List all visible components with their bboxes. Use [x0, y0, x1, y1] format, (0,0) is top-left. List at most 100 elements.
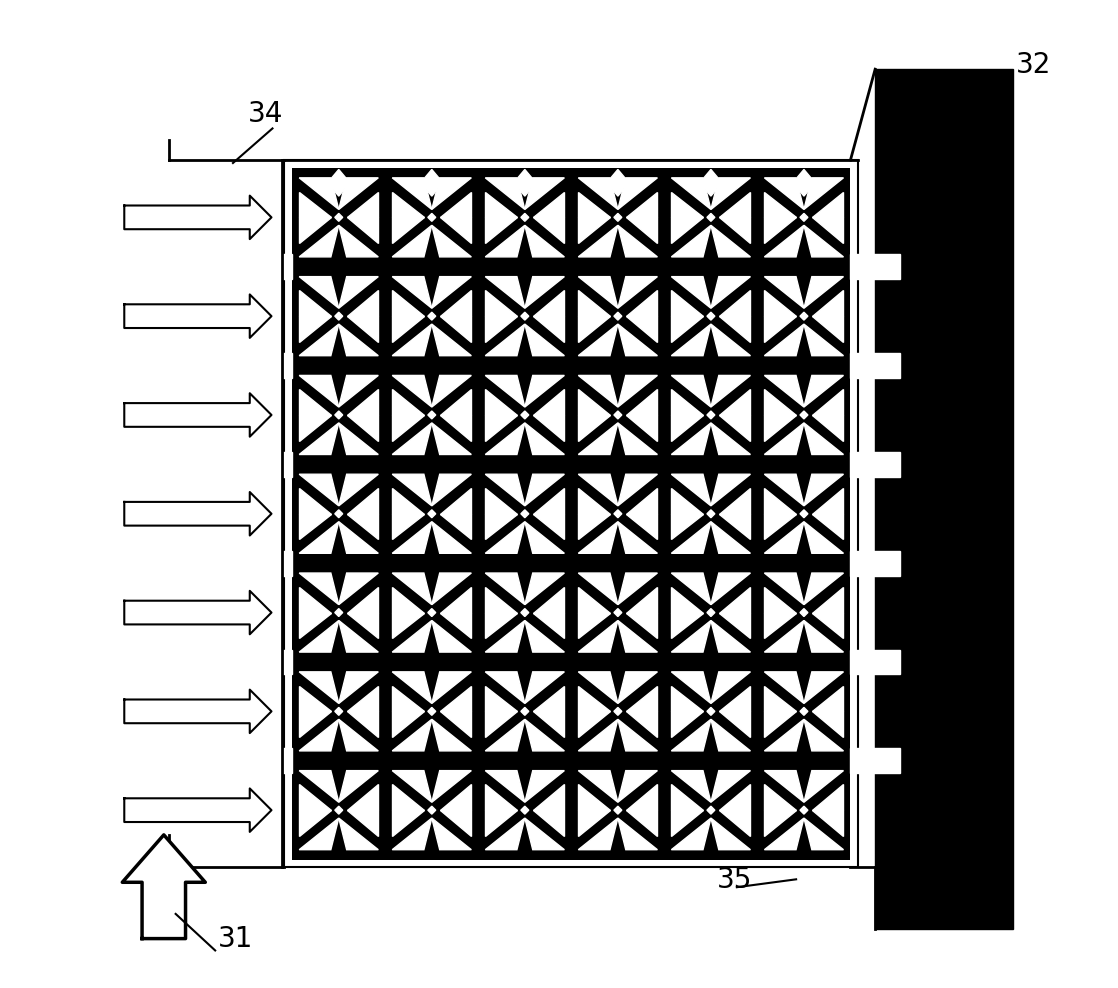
Polygon shape [439, 810, 472, 836]
Polygon shape [300, 474, 339, 506]
Polygon shape [626, 488, 657, 514]
Polygon shape [578, 277, 618, 308]
Polygon shape [334, 411, 343, 419]
Polygon shape [614, 510, 622, 518]
Polygon shape [428, 510, 436, 518]
Polygon shape [432, 573, 472, 605]
Bar [274, 453, 292, 476]
Polygon shape [800, 312, 808, 320]
Polygon shape [485, 771, 524, 802]
Polygon shape [626, 217, 657, 243]
Polygon shape [614, 707, 622, 715]
Polygon shape [533, 415, 565, 441]
Polygon shape [439, 389, 472, 415]
Polygon shape [672, 686, 703, 711]
Polygon shape [521, 411, 529, 419]
Polygon shape [672, 324, 711, 356]
Polygon shape [804, 522, 843, 553]
Polygon shape [812, 290, 843, 316]
Polygon shape [122, 835, 206, 939]
Polygon shape [614, 213, 622, 221]
Polygon shape [711, 771, 750, 802]
Polygon shape [800, 806, 808, 814]
Polygon shape [765, 810, 796, 836]
Polygon shape [339, 423, 378, 454]
Polygon shape [485, 225, 524, 257]
Polygon shape [578, 474, 618, 506]
Polygon shape [804, 818, 843, 850]
Polygon shape [300, 192, 331, 217]
Bar [274, 353, 292, 377]
Polygon shape [521, 510, 529, 518]
Polygon shape [347, 217, 378, 243]
Polygon shape [524, 672, 565, 703]
Polygon shape [719, 810, 750, 836]
Polygon shape [485, 375, 524, 407]
Polygon shape [719, 514, 750, 539]
Polygon shape [533, 514, 565, 539]
Polygon shape [485, 686, 517, 711]
Polygon shape [347, 711, 378, 737]
Polygon shape [578, 389, 610, 415]
Polygon shape [392, 573, 432, 605]
Polygon shape [711, 474, 750, 506]
Polygon shape [719, 613, 750, 638]
Polygon shape [392, 711, 424, 737]
Polygon shape [578, 818, 618, 850]
Polygon shape [533, 613, 565, 638]
Polygon shape [428, 213, 436, 221]
Polygon shape [618, 818, 657, 850]
Polygon shape [765, 389, 796, 415]
Polygon shape [672, 277, 711, 308]
Polygon shape [719, 488, 750, 514]
Polygon shape [533, 488, 565, 514]
Polygon shape [432, 719, 472, 751]
Polygon shape [614, 411, 622, 419]
Polygon shape [765, 290, 796, 316]
Polygon shape [439, 488, 472, 514]
Polygon shape [719, 316, 750, 342]
Polygon shape [300, 672, 339, 703]
Polygon shape [672, 711, 703, 737]
Polygon shape [347, 316, 378, 342]
Polygon shape [711, 277, 750, 308]
Polygon shape [485, 389, 517, 415]
Bar [851, 749, 900, 774]
Polygon shape [812, 488, 843, 514]
Polygon shape [485, 277, 524, 308]
Polygon shape [672, 290, 703, 316]
Polygon shape [812, 587, 843, 613]
Polygon shape [719, 389, 750, 415]
Polygon shape [765, 324, 804, 356]
Polygon shape [339, 375, 378, 407]
Polygon shape [672, 784, 703, 810]
Polygon shape [711, 225, 750, 257]
Polygon shape [521, 312, 529, 320]
Polygon shape [765, 771, 804, 802]
Polygon shape [300, 217, 331, 243]
Polygon shape [524, 522, 565, 553]
Polygon shape [300, 620, 339, 652]
Polygon shape [339, 620, 378, 652]
Polygon shape [392, 277, 432, 308]
Polygon shape [392, 784, 424, 810]
Polygon shape [626, 514, 657, 539]
Polygon shape [578, 178, 618, 209]
Polygon shape [300, 719, 339, 751]
Polygon shape [334, 609, 343, 617]
Polygon shape [765, 686, 796, 711]
Polygon shape [578, 192, 610, 217]
Polygon shape [765, 711, 796, 737]
Polygon shape [711, 672, 750, 703]
Polygon shape [765, 587, 796, 613]
Polygon shape [533, 686, 565, 711]
Polygon shape [334, 510, 343, 518]
Polygon shape [524, 277, 565, 308]
Polygon shape [765, 192, 796, 217]
Polygon shape [672, 488, 703, 514]
Polygon shape [812, 389, 843, 415]
Polygon shape [578, 711, 610, 737]
Polygon shape [300, 771, 339, 802]
Polygon shape [812, 784, 843, 810]
Polygon shape [578, 810, 610, 836]
